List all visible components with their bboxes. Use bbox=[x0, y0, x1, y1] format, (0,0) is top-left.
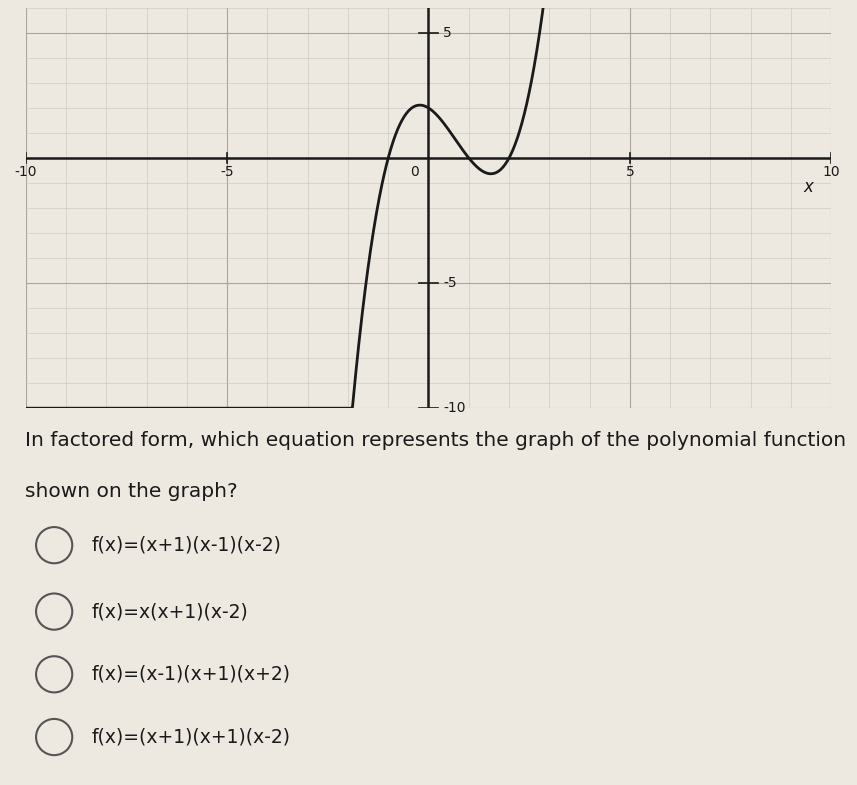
Text: 5: 5 bbox=[626, 165, 634, 179]
Text: In factored form, which equation represents the graph of the polynomial function: In factored form, which equation represe… bbox=[26, 431, 847, 450]
Text: f(x)=(x+1)(x-1)(x-2): f(x)=(x+1)(x-1)(x-2) bbox=[91, 535, 281, 555]
Text: f(x)=x(x+1)(x-2): f(x)=x(x+1)(x-2) bbox=[91, 602, 248, 621]
Text: -5: -5 bbox=[443, 276, 457, 290]
Text: f(x)=(x+1)(x+1)(x-2): f(x)=(x+1)(x+1)(x-2) bbox=[91, 728, 291, 747]
Text: 0: 0 bbox=[410, 165, 418, 179]
Text: -10: -10 bbox=[15, 165, 37, 179]
Text: -10: -10 bbox=[443, 401, 465, 415]
Text: f(x)=(x-1)(x+1)(x+2): f(x)=(x-1)(x+1)(x+2) bbox=[91, 665, 291, 684]
Text: 10: 10 bbox=[823, 165, 840, 179]
Text: shown on the graph?: shown on the graph? bbox=[26, 483, 238, 502]
Text: 5: 5 bbox=[443, 26, 452, 40]
Text: x: x bbox=[803, 178, 813, 196]
Text: -5: -5 bbox=[220, 165, 234, 179]
